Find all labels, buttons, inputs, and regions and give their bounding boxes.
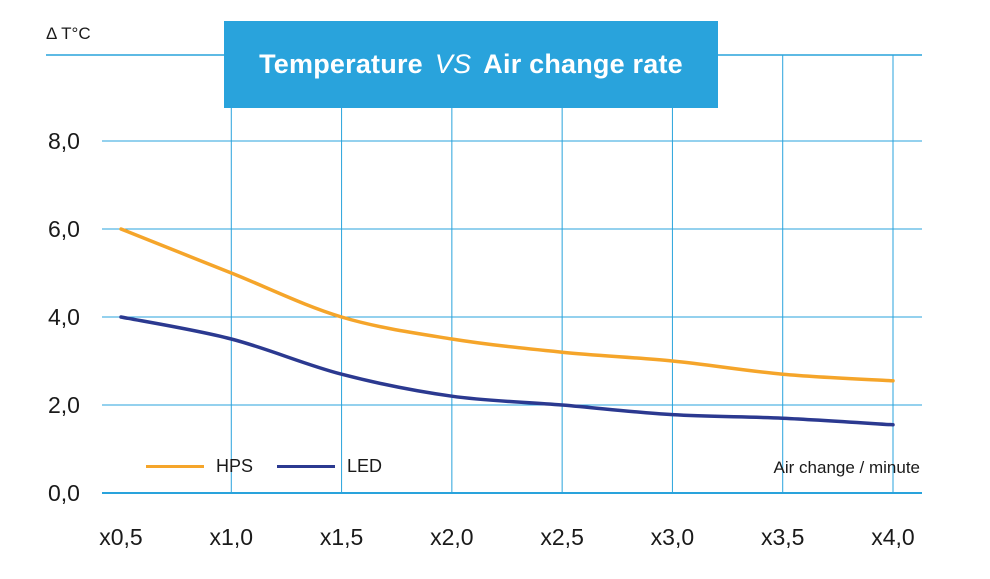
- x-tick-label: x0,5: [99, 524, 142, 550]
- x-tick-label: x1,5: [320, 524, 363, 550]
- y-axis-label: Δ T°C: [46, 24, 91, 43]
- x-axis-label: Air change / minute: [773, 458, 920, 477]
- legend-swatch-hps: [146, 465, 204, 468]
- title-part-1: Temperature: [259, 49, 423, 79]
- x-tick-label: x3,5: [761, 524, 804, 550]
- y-tick-label: 6,0: [48, 216, 80, 242]
- x-tick-label: x1,0: [210, 524, 253, 550]
- y-tick-label: 2,0: [48, 392, 80, 418]
- y-tick-labels: 0,0 2,0 4,0 6,0 8,0: [48, 128, 80, 506]
- series-lines: [119, 227, 895, 427]
- legend-label-hps: HPS: [216, 456, 254, 476]
- title-part-vs: VS: [434, 49, 472, 79]
- legend: HPS LED: [146, 456, 406, 477]
- title-part-2: Air change rate: [483, 49, 683, 79]
- chart-title-box: Temperature VS Air change rate: [224, 21, 718, 108]
- chart-title: Temperature VS Air change rate: [259, 49, 683, 80]
- x-tick-label: x2,5: [540, 524, 583, 550]
- series-line-led: [119, 315, 895, 427]
- legend-item-hps: HPS: [146, 456, 253, 477]
- x-tick-label: x4,0: [871, 524, 914, 550]
- legend-swatch-led: [277, 465, 336, 468]
- series-line-hps: [119, 227, 895, 383]
- x-tick-label: x2,0: [430, 524, 473, 550]
- legend-item-led: LED: [277, 456, 382, 477]
- y-tick-label: 0,0: [48, 480, 80, 506]
- legend-label-led: LED: [347, 456, 383, 476]
- grid: [46, 54, 922, 494]
- x-tick-labels: x0,5 x1,0 x1,5 x2,0 x2,5 x3,0 x3,5 x4,0: [99, 524, 914, 550]
- y-tick-label: 8,0: [48, 128, 80, 154]
- y-tick-label: 4,0: [48, 304, 80, 330]
- x-tick-label: x3,0: [651, 524, 694, 550]
